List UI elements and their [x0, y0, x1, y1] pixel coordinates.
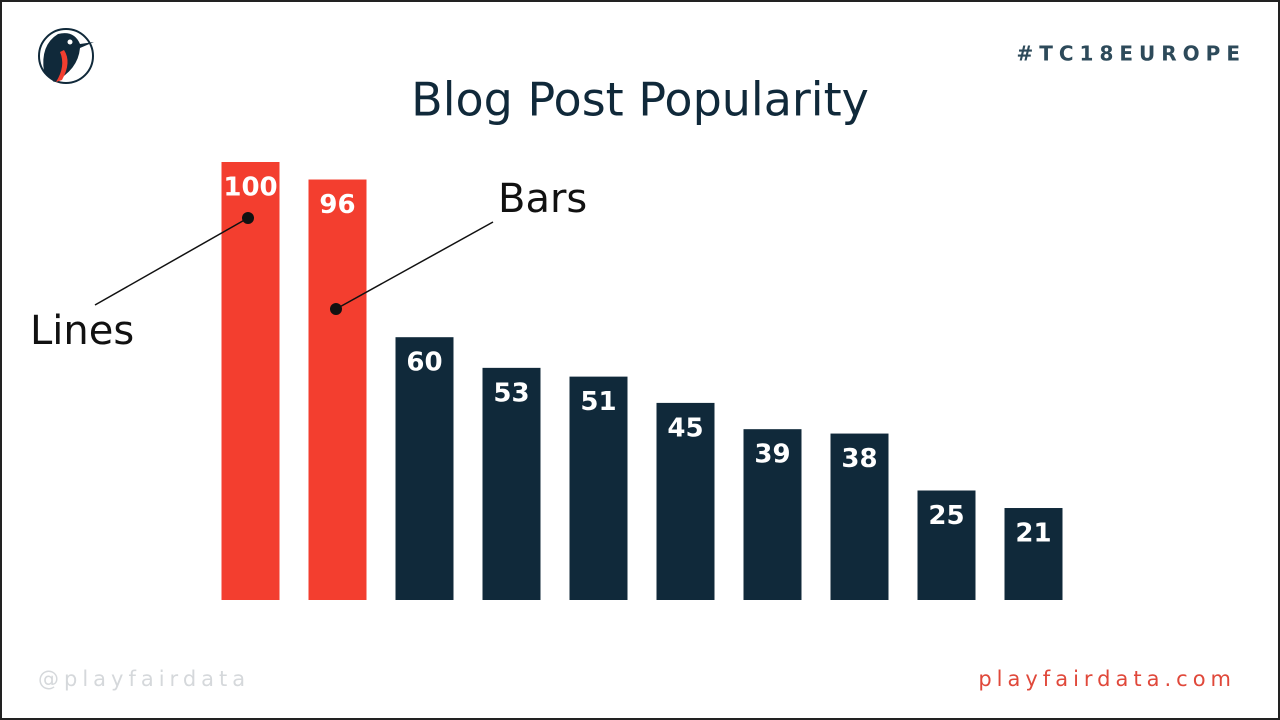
bar: [569, 376, 628, 600]
plot: 100 96 60 53 51 45 39 38 25 21: [221, 162, 1063, 600]
leaders: [94, 212, 494, 315]
bar: [830, 433, 889, 600]
value-label: 25: [928, 501, 964, 531]
bar: [221, 162, 280, 600]
hashtag: #TC18EUROPE: [1016, 42, 1246, 66]
bar: [1004, 508, 1063, 600]
value-label: 21: [1015, 519, 1051, 549]
value-label: 60: [406, 348, 442, 378]
annotation: Bars: [498, 176, 587, 222]
value-label: 53: [493, 378, 529, 408]
bar: [308, 179, 367, 600]
value-label: 39: [754, 440, 790, 470]
handle: @playfairdata: [38, 667, 250, 691]
site: playfairdata.com: [978, 667, 1236, 691]
value-label: 45: [667, 413, 703, 443]
value-label: 51: [580, 387, 616, 417]
bar: [482, 367, 541, 600]
bar: [917, 490, 976, 600]
bar: [395, 337, 454, 600]
annotation: Lines: [30, 308, 134, 354]
chart-title: Blog Post Popularity: [411, 73, 869, 127]
value-label: 96: [319, 190, 355, 220]
logo: [38, 28, 94, 84]
bar: [743, 429, 802, 600]
bar: [656, 402, 715, 600]
value-label: 100: [223, 173, 277, 203]
value-label: 38: [841, 444, 877, 474]
